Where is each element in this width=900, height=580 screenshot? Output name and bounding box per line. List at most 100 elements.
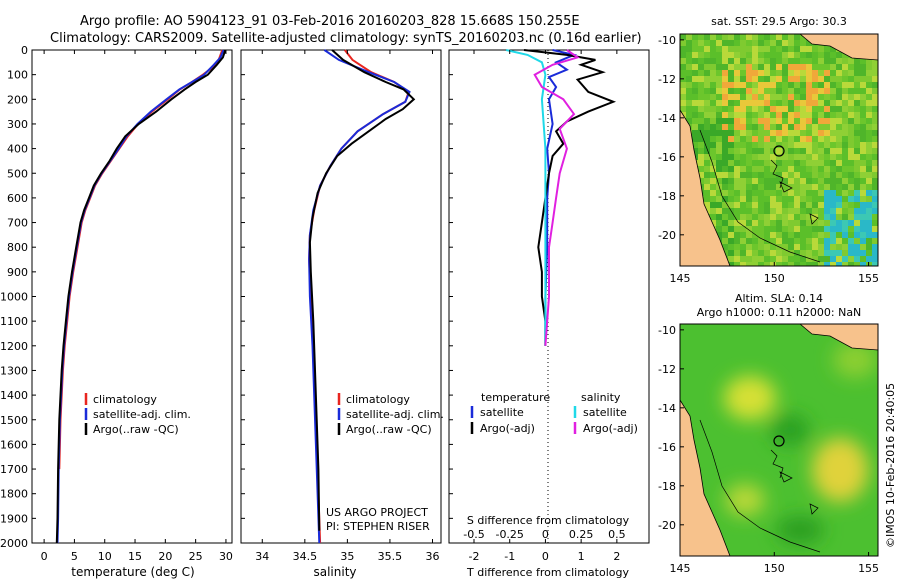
depth-tick-label: 900 (7, 266, 28, 279)
sla-map (680, 324, 878, 556)
sst-cell (788, 232, 794, 238)
legend-header-salinity: salinity (581, 391, 621, 404)
sst-cell (686, 94, 692, 100)
sst-cell (764, 256, 770, 262)
sst-cell (860, 250, 866, 256)
sst-cell (710, 190, 716, 196)
sst-cell (806, 244, 812, 250)
sst-cell (764, 58, 770, 64)
salinity-axis-label: salinity (313, 565, 356, 579)
sst-cell (806, 256, 812, 262)
sst-cell (704, 52, 710, 58)
sst-cell (710, 196, 716, 202)
sst-cell (734, 112, 740, 118)
sst-cell (794, 34, 800, 40)
sst-cell (740, 154, 746, 160)
sst-cell (836, 166, 842, 172)
sst-cell (782, 226, 788, 232)
sst-cell (770, 172, 776, 178)
t-diff-tick-label: 2 (613, 550, 620, 563)
sst-cell (788, 154, 794, 160)
sst-cell (818, 124, 824, 130)
sst-cell (692, 142, 698, 148)
sst-cell (812, 190, 818, 196)
sst-cell (806, 172, 812, 178)
t-diff-tick-label: -2 (469, 550, 480, 563)
sst-cell (734, 136, 740, 142)
sst-cell (788, 256, 794, 262)
sst-cell (680, 58, 686, 64)
sst-cell (770, 262, 776, 266)
sla-blob-low-2 (776, 516, 824, 544)
sst-cell (740, 250, 746, 256)
sst-cell (710, 220, 716, 226)
sst-cell (830, 64, 836, 70)
sst-cell (830, 142, 836, 148)
sst-cell (800, 244, 806, 250)
sst-cell (818, 112, 824, 118)
sst-cell (728, 160, 734, 166)
sst-cell (782, 190, 788, 196)
sla-blob-high-3 (725, 484, 765, 516)
sst-cell (740, 88, 746, 94)
sst-cell (794, 76, 800, 82)
sst-cell (842, 148, 848, 154)
sst-cell (836, 142, 842, 148)
sst-cell (872, 82, 878, 88)
sst-cell (794, 106, 800, 112)
sst-cell (734, 34, 740, 40)
sst-reef-islands (770, 159, 819, 225)
sst-cell (824, 64, 830, 70)
sst-cell (824, 100, 830, 106)
sst-cell (866, 226, 872, 232)
sst-cell (734, 100, 740, 106)
sst-cell (740, 58, 746, 64)
sst-cell (842, 70, 848, 76)
sst-cell (728, 52, 734, 58)
sst-cell (728, 220, 734, 226)
sst-cell (800, 154, 806, 160)
sst-cell (830, 130, 836, 136)
sst-cell (758, 238, 764, 244)
sst-cell (782, 148, 788, 154)
sst-cell (830, 244, 836, 250)
sst-cell (800, 76, 806, 82)
sst-cell (758, 136, 764, 142)
sst-cell (716, 106, 722, 112)
sst-cell (770, 112, 776, 118)
sst-cell (734, 142, 740, 148)
sst-cell (848, 172, 854, 178)
sst-cell (776, 208, 782, 214)
sst-cell (794, 172, 800, 178)
sst-cell (734, 82, 740, 88)
sst-cell (836, 232, 842, 238)
sst-cell (758, 70, 764, 76)
sst-cell (704, 154, 710, 160)
sst-cell (740, 46, 746, 52)
sst-cell (848, 250, 854, 256)
sst-cell (704, 88, 710, 94)
sst-cell (704, 124, 710, 130)
sst-cell (854, 256, 860, 262)
sst-cell (830, 190, 836, 196)
sst-cell (704, 172, 710, 178)
sst-cell (770, 226, 776, 232)
sst-cell (854, 196, 860, 202)
sst-cell (770, 238, 776, 244)
sst-cell (758, 214, 764, 220)
sst-cell (728, 82, 734, 88)
sst-cell (776, 76, 782, 82)
sst-cell (806, 136, 812, 142)
sst-cell (698, 118, 704, 124)
sst-cell (752, 232, 758, 238)
sst-cell (752, 244, 758, 250)
sst-cell (872, 208, 878, 214)
sst-cell (794, 256, 800, 262)
sst-cell (818, 130, 824, 136)
sst-cell (866, 148, 872, 154)
sst-cell (800, 220, 806, 226)
sst-cell (710, 52, 716, 58)
sst-cell (758, 82, 764, 88)
sst-cell (752, 124, 758, 130)
sst-cell (722, 208, 728, 214)
